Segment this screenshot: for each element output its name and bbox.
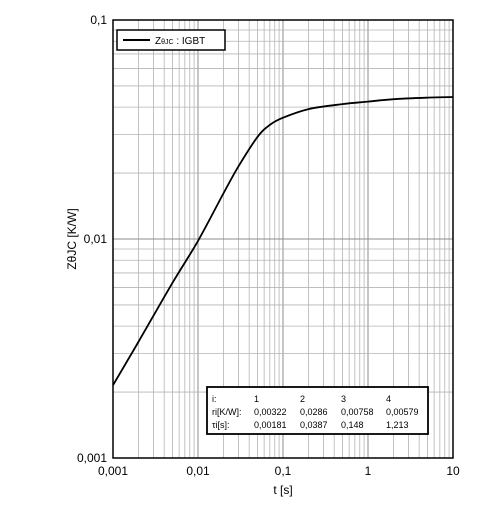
parameter-table: i: 1 2 3 4 ri[K/W]: 0,00322 0,0286 0,00758 0,0057…: [206, 386, 429, 435]
legend: ZθJC : IGBT: [116, 29, 226, 51]
table-cell: 0,0286: [300, 407, 328, 417]
legend-box: [116, 29, 226, 51]
y-axis-label: ZθJC [K/W]: [65, 208, 79, 269]
table-cell: 0,00322: [254, 407, 287, 417]
table-body: i: 1 2 3 4 ri[K/W]: 0,00322 0,0286 0,00758 0,0057…: [212, 394, 419, 430]
x-tick-label: 0,1: [275, 464, 292, 478]
y-tick-label: 0,1: [90, 13, 107, 27]
x-tick-label: 0,001: [98, 464, 128, 478]
table-header-cell: 1: [254, 394, 259, 404]
tick-labels: 0,001 0,01 0,1 1 10 0,001 0,01 0,1: [77, 13, 460, 478]
table-header-cell: 2: [300, 394, 305, 404]
plot-frame: [112, 19, 454, 459]
y-tick-label: 0,001: [77, 451, 107, 465]
table-cell: 0,00181: [254, 420, 287, 430]
table-cell: 0,0387: [300, 420, 328, 430]
y-tick-label: 0,01: [84, 232, 108, 246]
table-header-cell: 3: [341, 394, 346, 404]
table-cell: 0,148: [341, 420, 364, 430]
series-line-0: [112, 96, 454, 386]
x-axis-label: t [s]: [273, 483, 292, 497]
table-cell: τi[s]:: [212, 420, 230, 430]
table-header-cell: 4: [386, 394, 391, 404]
table-cell: 1,213: [386, 420, 409, 430]
grid: [112, 20, 453, 459]
x-tick-label: 10: [446, 464, 460, 478]
table-cell: 0,00758: [341, 407, 374, 417]
series-layer: [112, 96, 454, 386]
x-tick-label: 0,01: [186, 464, 210, 478]
legend-label: ZθJC : IGBT: [155, 36, 205, 47]
table-header-cell: i:: [212, 394, 217, 404]
table-box: [206, 386, 429, 435]
table-cell: 0,00579: [386, 407, 419, 417]
x-tick-label: 1: [365, 464, 372, 478]
table-cell: ri[K/W]:: [212, 407, 242, 417]
